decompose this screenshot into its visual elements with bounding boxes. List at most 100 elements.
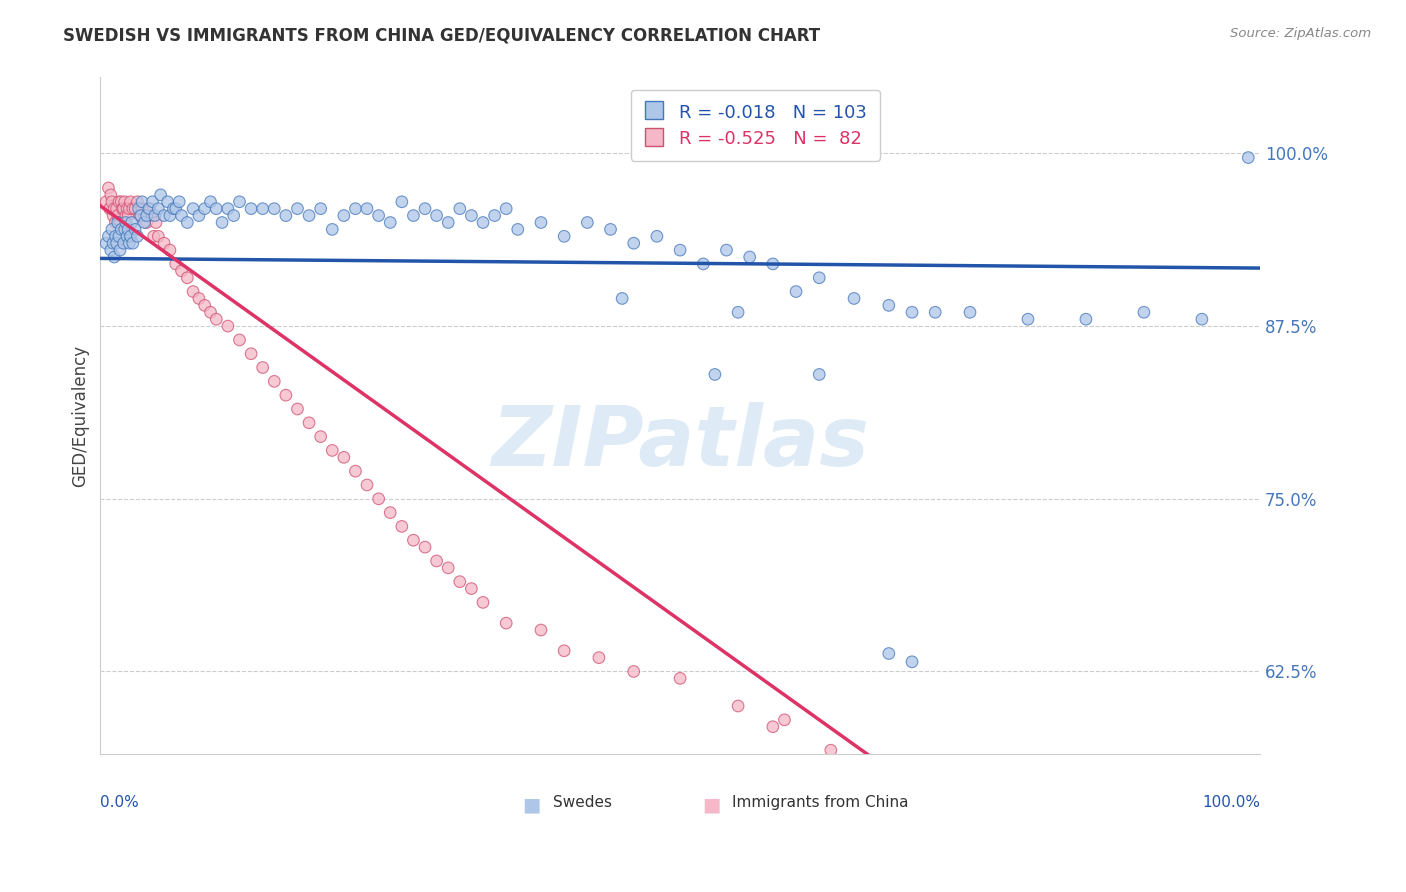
Point	[1017, 312, 1039, 326]
Point	[121, 202, 143, 216]
Point	[170, 264, 193, 278]
Point	[205, 202, 228, 216]
Point	[820, 743, 842, 757]
Point	[553, 229, 575, 244]
Text: 0.0%: 0.0%	[100, 795, 139, 810]
Point	[114, 194, 136, 209]
Point	[391, 194, 413, 209]
Point	[808, 368, 831, 382]
Point	[143, 209, 166, 223]
Point	[97, 229, 120, 244]
Point	[1074, 312, 1097, 326]
Point	[1237, 151, 1260, 165]
Point	[576, 215, 599, 229]
Point	[200, 194, 222, 209]
Point	[181, 202, 204, 216]
Point	[145, 215, 167, 229]
Point	[118, 236, 141, 251]
Point	[135, 215, 157, 229]
Point	[877, 647, 900, 661]
Point	[762, 257, 785, 271]
Text: ■: ■	[523, 795, 541, 814]
Point	[356, 478, 378, 492]
Point	[530, 215, 553, 229]
Point	[108, 215, 131, 229]
Point	[105, 236, 128, 251]
Point	[426, 209, 449, 223]
Point	[156, 194, 179, 209]
Point	[110, 222, 132, 236]
Point	[645, 229, 668, 244]
Point	[924, 305, 946, 319]
Point	[103, 250, 125, 264]
Point	[108, 243, 131, 257]
Point	[506, 222, 529, 236]
Point	[138, 202, 160, 216]
Point	[100, 243, 122, 257]
Point	[165, 257, 187, 271]
Point	[252, 360, 274, 375]
Point	[240, 202, 263, 216]
Point	[599, 222, 621, 236]
Text: Immigrants from China: Immigrants from China	[733, 795, 908, 810]
Point	[716, 243, 738, 257]
Point	[170, 209, 193, 223]
Point	[959, 789, 981, 803]
Point	[495, 202, 517, 216]
Point	[669, 243, 692, 257]
Point	[115, 202, 138, 216]
Point	[108, 229, 131, 244]
Point	[187, 209, 209, 223]
Point	[127, 229, 149, 244]
Point	[104, 215, 127, 229]
Point	[669, 672, 692, 686]
Point	[449, 574, 471, 589]
Point	[287, 202, 309, 216]
Point	[124, 202, 146, 216]
Point	[134, 209, 156, 223]
Point	[222, 209, 245, 223]
Point	[129, 209, 152, 223]
Point	[101, 222, 124, 236]
Point	[105, 202, 128, 216]
Point	[167, 194, 190, 209]
Point	[530, 623, 553, 637]
Point	[727, 305, 749, 319]
Point	[141, 209, 163, 223]
Point	[356, 202, 378, 216]
Point	[97, 181, 120, 195]
Point	[131, 202, 153, 216]
Point	[128, 202, 150, 216]
Point	[274, 388, 297, 402]
Point	[263, 375, 285, 389]
Point	[437, 215, 460, 229]
Point	[141, 194, 163, 209]
Point	[124, 222, 146, 236]
Point	[103, 202, 125, 216]
Point	[1133, 305, 1156, 319]
Point	[449, 202, 471, 216]
Point	[101, 236, 124, 251]
Point	[901, 655, 924, 669]
Point	[437, 561, 460, 575]
Point	[107, 215, 129, 229]
Point	[121, 215, 143, 229]
Point	[413, 202, 436, 216]
Point	[200, 305, 222, 319]
Point	[112, 236, 135, 251]
Point	[115, 209, 138, 223]
Point	[128, 209, 150, 223]
Point	[298, 416, 321, 430]
Point	[460, 209, 482, 223]
Point	[877, 298, 900, 312]
Point	[205, 312, 228, 326]
Point	[1098, 837, 1121, 851]
Point	[194, 298, 217, 312]
Point	[553, 644, 575, 658]
Point	[187, 292, 209, 306]
Point	[120, 229, 142, 244]
Point	[159, 209, 181, 223]
Point	[121, 236, 143, 251]
Point	[901, 305, 924, 319]
Text: ■: ■	[703, 795, 721, 814]
